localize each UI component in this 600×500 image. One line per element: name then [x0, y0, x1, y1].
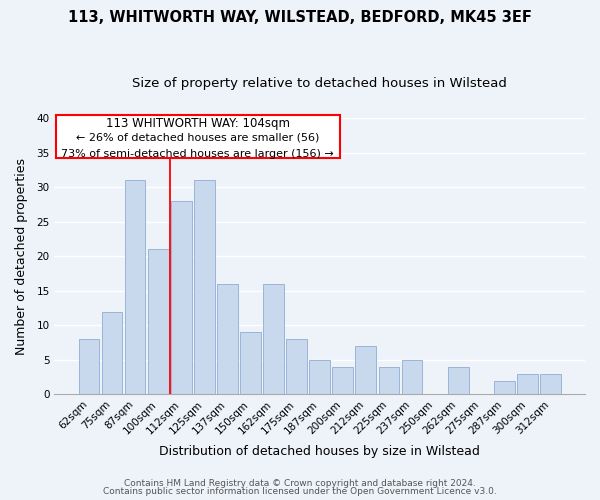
- X-axis label: Distribution of detached houses by size in Wilstead: Distribution of detached houses by size …: [159, 444, 480, 458]
- FancyBboxPatch shape: [56, 114, 340, 158]
- Text: 113, WHITWORTH WAY, WILSTEAD, BEDFORD, MK45 3EF: 113, WHITWORTH WAY, WILSTEAD, BEDFORD, M…: [68, 10, 532, 25]
- Bar: [540, 374, 561, 394]
- Bar: [286, 339, 307, 394]
- Text: 113 WHITWORTH WAY: 104sqm: 113 WHITWORTH WAY: 104sqm: [106, 118, 290, 130]
- Bar: [379, 367, 400, 394]
- Bar: [148, 250, 169, 394]
- Bar: [240, 332, 261, 394]
- Title: Size of property relative to detached houses in Wilstead: Size of property relative to detached ho…: [132, 78, 507, 90]
- Bar: [194, 180, 215, 394]
- Bar: [332, 367, 353, 394]
- Bar: [401, 360, 422, 394]
- Bar: [263, 284, 284, 395]
- Bar: [101, 312, 122, 394]
- Bar: [79, 339, 100, 394]
- Bar: [217, 284, 238, 395]
- Bar: [171, 201, 191, 394]
- Bar: [355, 346, 376, 395]
- Bar: [125, 180, 145, 394]
- Text: Contains public sector information licensed under the Open Government Licence v3: Contains public sector information licen…: [103, 487, 497, 496]
- Bar: [448, 367, 469, 394]
- Text: 73% of semi-detached houses are larger (156) →: 73% of semi-detached houses are larger (…: [61, 149, 334, 159]
- Text: ← 26% of detached houses are smaller (56): ← 26% of detached houses are smaller (56…: [76, 132, 320, 142]
- Text: Contains HM Land Registry data © Crown copyright and database right 2024.: Contains HM Land Registry data © Crown c…: [124, 478, 476, 488]
- Y-axis label: Number of detached properties: Number of detached properties: [15, 158, 28, 355]
- Bar: [517, 374, 538, 394]
- Bar: [310, 360, 330, 394]
- Bar: [494, 380, 515, 394]
